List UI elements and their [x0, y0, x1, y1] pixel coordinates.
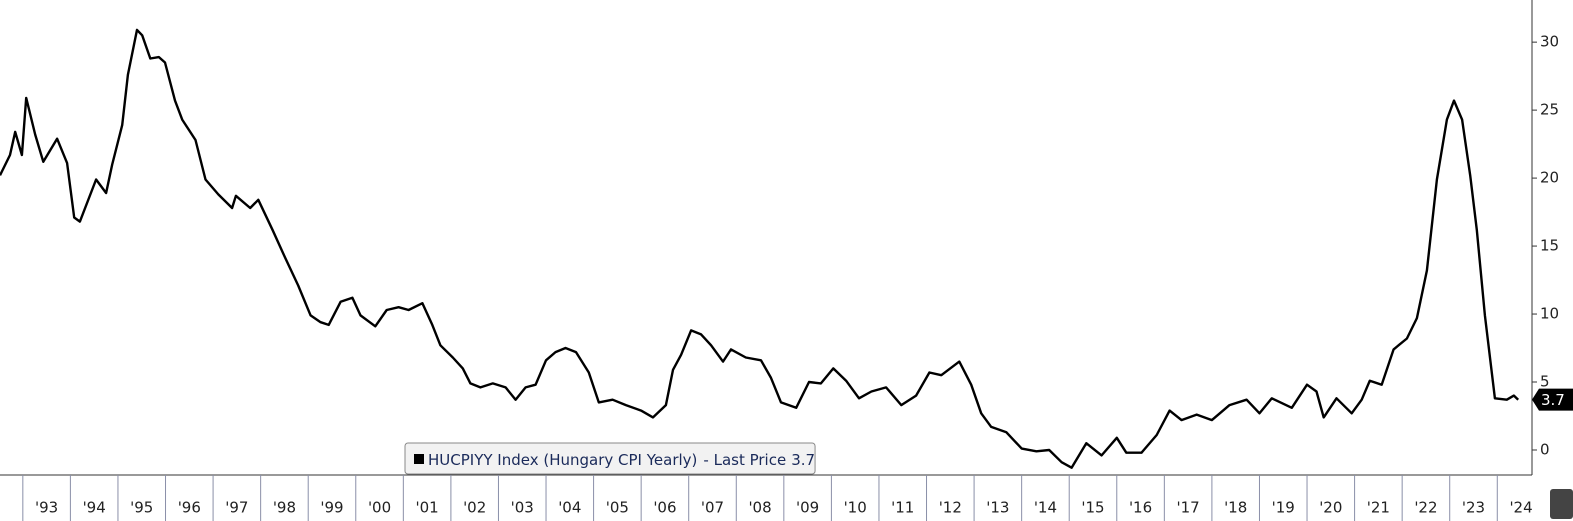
x-tick-label: '07	[701, 499, 724, 517]
corner-icon	[1550, 489, 1573, 519]
x-tick-label: '99	[320, 499, 343, 517]
x-tick-label: '15	[1081, 499, 1104, 517]
x-tick-label: '13	[986, 499, 1009, 517]
y-tick-label: 20	[1540, 169, 1559, 187]
x-tick-label: '96	[178, 499, 201, 517]
legend-box	[404, 442, 816, 475]
y-tick-label: 15	[1540, 237, 1559, 255]
x-tick-label: '97	[225, 499, 248, 517]
y-tick-label: 10	[1540, 305, 1559, 323]
legend-swatch	[414, 454, 424, 464]
x-tick-label: '09	[796, 499, 819, 517]
x-tick-label: '14	[1034, 499, 1057, 517]
legend-last-value: 3.7	[791, 451, 815, 469]
y-tick-label: 30	[1540, 33, 1559, 51]
x-tick-label: '95	[130, 499, 153, 517]
x-tick-label: '10	[844, 499, 867, 517]
x-tick-label: '02	[463, 499, 486, 517]
x-tick-label: '03	[511, 499, 534, 517]
x-tick-label: '12	[939, 499, 962, 517]
x-tick-label: '20	[1319, 499, 1342, 517]
y-tick-label: 0	[1540, 440, 1550, 458]
line	[0, 28, 1520, 469]
x-tick-label: '00	[368, 499, 391, 517]
x-tick-label: '98	[273, 499, 296, 517]
last-value-label: 3.7	[1541, 391, 1565, 409]
x-tick-label: '18	[1224, 499, 1247, 517]
x-tick-label: '05	[606, 499, 629, 517]
legend-label: HUCPIYY Index (Hungary CPI Yearly) - Last…	[428, 451, 815, 469]
x-tick-label: '06	[653, 499, 676, 517]
x-tick-label: '22	[1414, 499, 1437, 517]
y-tick-label: 5	[1540, 373, 1550, 391]
x-tick-label: '16	[1129, 499, 1152, 517]
x-tick-label: '93	[35, 499, 58, 517]
legend-suffix: - Last Price	[703, 451, 786, 469]
x-tick-label: '94	[83, 499, 106, 517]
x-tick-label: '23	[1462, 499, 1485, 517]
x-tick-label: '11	[891, 499, 914, 517]
last-value-tag	[1532, 388, 1573, 411]
x-tick-label: '19	[1272, 499, 1295, 517]
legend: HUCPIYY Index (Hungary CPI Yearly) - Last…	[404, 442, 816, 475]
x-tick-label: '04	[558, 499, 581, 517]
x-tick-label: '01	[416, 499, 439, 517]
legend-series-name: HUCPIYY Index (Hungary CPI Yearly)	[428, 451, 697, 469]
x-tick-label: '24	[1509, 499, 1532, 517]
x-tick-label: '17	[1177, 499, 1200, 517]
y-tick-label: 25	[1540, 101, 1559, 119]
x-tick-label: '08	[748, 499, 771, 517]
x-tick-label: '21	[1367, 499, 1390, 517]
